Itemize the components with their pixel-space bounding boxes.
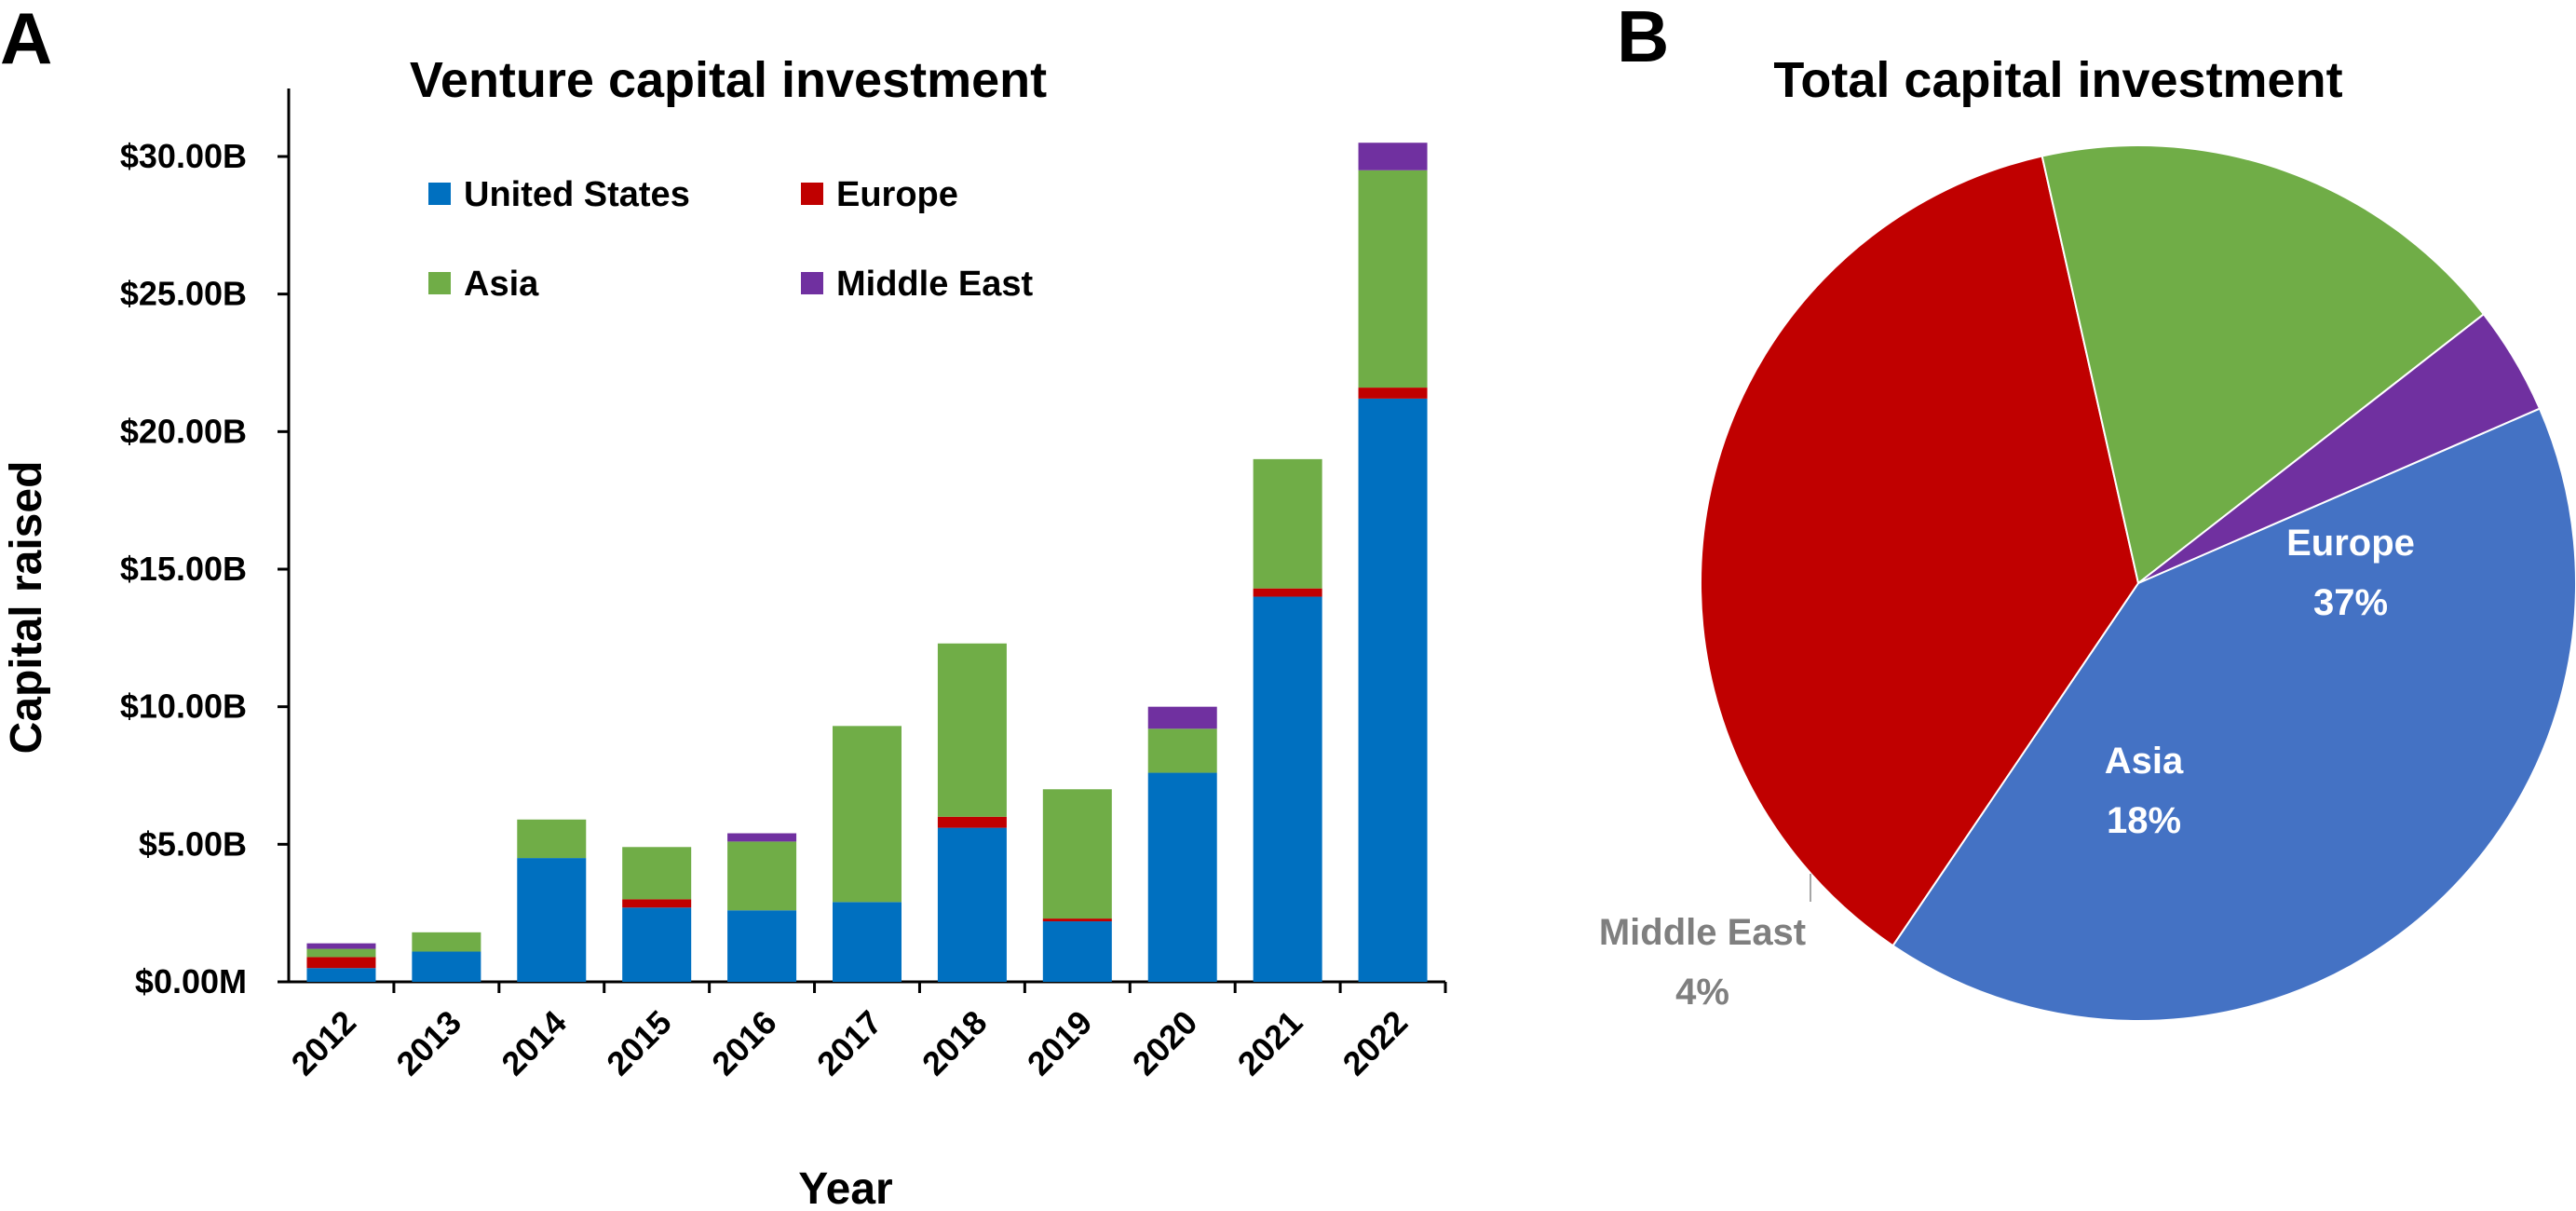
bar-chart-x-axis-label: Year [798,1164,892,1211]
bar-segment-united-states-2016 [727,910,797,982]
bar-segment-europe-2021 [1253,588,1322,597]
bar-segment-europe-2018 [937,816,1007,828]
bar-segment-united-states-2020 [1147,772,1217,982]
y-tick-label: $25.00B [120,275,247,313]
bar-segment-middle-east-2016 [727,833,797,842]
y-tick-label: $30.00B [120,137,247,175]
x-tick-label: 2021 [1230,1003,1310,1083]
bar-segment-united-states-2012 [306,968,376,982]
pie-slice-percent-label: 18% [2107,800,2181,841]
bar-segment-europe-2019 [1042,918,1112,922]
pie-chart-title: Total capital investment [1773,52,2342,108]
x-tick-label: 2018 [915,1003,995,1083]
bar-segment-asia-2016 [727,841,797,911]
panel-b-letter: B [1617,0,1669,77]
bar-segment-europe-2012 [306,957,376,969]
bar-segment-europe-2015 [622,899,692,908]
pie-slice-europe [1700,155,2140,947]
legend-swatch [428,183,451,205]
x-tick-label: 2014 [494,1003,574,1083]
y-tick-label: $20.00B [120,412,247,450]
bar-segment-united-states-2019 [1042,921,1112,982]
legend-swatch [428,272,451,294]
bar-segment-asia-2012 [306,948,376,958]
legend-label: Middle East [836,265,1033,304]
bar-segment-middle-east-2012 [306,943,376,949]
bar-segment-asia-2018 [937,643,1007,817]
x-tick-label: 2016 [704,1003,784,1083]
bar-segment-united-states-2021 [1253,596,1322,982]
bar-segment-asia-2019 [1042,789,1112,919]
bar-segment-asia-2017 [833,726,902,903]
y-tick-label: $5.00B [139,824,247,863]
pie-slice-name-label: Europe [2286,523,2415,564]
pie-slice-middle-east [2137,312,2542,584]
x-tick-label: 2019 [1020,1003,1100,1083]
x-tick-label: 2015 [599,1003,679,1083]
bar-chart-plot-area: $0.00M $5.00B $10.00B $15.00B $20.00B $25.00B… [120,88,1447,1083]
pie-slice-name-label: Middle East [1599,912,1806,953]
bar-chart-title: Venture capital investment [410,52,1047,108]
bar-chart-y-axis-label: Capital raised [2,461,51,755]
y-tick-label: $0.00M [135,962,247,1000]
bar-segment-middle-east-2022 [1358,143,1428,170]
bar-segment-asia-2020 [1147,728,1217,773]
x-tick-label: 2017 [809,1003,889,1083]
legend-label: Europe [836,175,958,214]
bar-segment-united-states-2014 [517,858,587,982]
y-tick-label: $15.00B [120,550,247,588]
pie-slice-percent-label: 37% [2313,582,2388,623]
legend-swatch [801,183,823,205]
bar-segment-united-states-2013 [412,951,481,982]
panel-a-letter: A [0,0,52,79]
bar-segment-united-states-2022 [1358,398,1428,983]
x-tick-label: 2020 [1125,1003,1205,1083]
legend-label: United States [464,175,690,214]
x-tick-label: 2022 [1335,1003,1416,1083]
bar-segment-asia-2013 [412,932,481,952]
legend-label: Asia [464,265,539,304]
bar-segment-united-states-2017 [833,902,902,982]
pie-slice-name-label: Asia [2105,741,2184,782]
y-tick-label: $10.00B [120,687,247,726]
pie-slice-asia [2040,144,2486,585]
pie-slice-percent-label: 4% [1675,972,1729,1013]
x-tick-label: 2012 [283,1003,363,1083]
bar-segment-asia-2015 [622,847,692,900]
legend-swatch [801,272,823,294]
bar-segment-middle-east-2020 [1147,706,1217,729]
bar-segment-asia-2021 [1253,458,1322,589]
bar-segment-united-states-2015 [622,907,692,982]
x-tick-label: 2013 [388,1003,468,1083]
bar-segment-asia-2014 [517,819,587,859]
bar-chart-legend: United States Europe Asia Middle East [428,175,1033,304]
bar-segment-europe-2022 [1358,388,1428,399]
bar-segment-united-states-2018 [937,827,1007,982]
bar-segment-asia-2022 [1358,170,1428,388]
